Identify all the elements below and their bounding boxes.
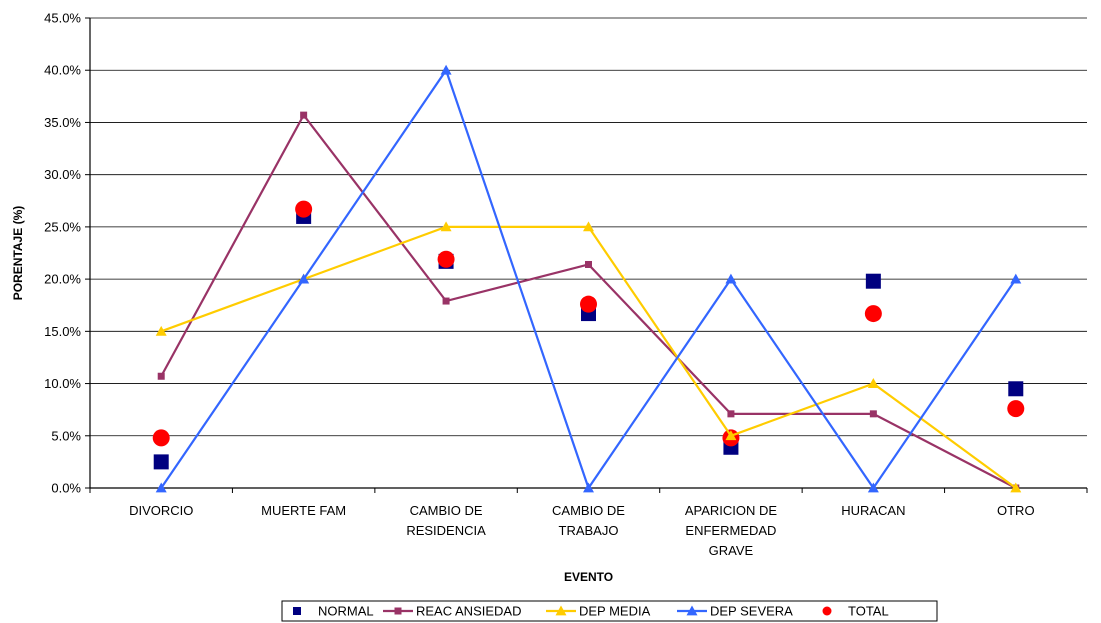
legend-swatch-marker — [394, 607, 402, 615]
x-tick-labels: DIVORCIO MUERTE FAM CAMBIO DE RESIDENCIACAM… — [129, 503, 1035, 558]
data-point-total — [1007, 400, 1025, 418]
data-point-dep-media — [155, 325, 167, 336]
legend-item-total: TOTAL — [822, 604, 889, 619]
data-point-dep-severa — [440, 64, 452, 75]
legend-swatch-marker — [555, 605, 567, 616]
y-axis-title: PORENTAJE (%) — [11, 206, 25, 300]
x-tick-label-line: ENFERMEDAD — [685, 523, 776, 538]
data-point-reac-ansiedad — [157, 372, 165, 380]
legend-item-reac-ansiedad: REAC ANSIEDAD — [383, 604, 521, 619]
data-point-dep-media — [725, 430, 737, 441]
y-tick-label: 0.0% — [51, 481, 81, 496]
x-tick-label-line: CAMBIO DE — [552, 503, 625, 518]
data-point-dep-severa — [155, 482, 167, 493]
legend-item-dep-media: DEP MEDIA — [546, 604, 651, 619]
y-tick-label: 35.0% — [44, 115, 81, 130]
legend-label: NORMAL — [318, 604, 374, 619]
data-point-normal — [865, 273, 881, 289]
x-tick-label-line: APARICION DE — [685, 503, 778, 518]
y-tick-label: 15.0% — [44, 324, 81, 339]
y-tick-label: 30.0% — [44, 167, 81, 182]
legend-label: DEP SEVERA — [710, 604, 793, 619]
x-tick-label-line: HURACAN — [841, 503, 905, 518]
series-dep-severa — [155, 64, 1022, 493]
y-tick-label: 20.0% — [44, 272, 81, 287]
y-tick-label: 5.0% — [51, 428, 81, 443]
data-point-dep-severa — [583, 482, 594, 493]
data-point-total — [437, 250, 455, 268]
data-point-dep-media — [867, 378, 879, 388]
x-tick-label: MUERTE FAM — [261, 503, 346, 518]
data-point-dep-severa — [298, 273, 310, 284]
legend-swatch-marker — [822, 606, 832, 616]
legend-item-normal: NORMAL — [293, 604, 374, 619]
data-point-total — [295, 200, 313, 218]
series-group — [152, 64, 1025, 493]
x-tick-label: HURACAN — [841, 503, 905, 518]
legend-label: REAC ANSIEDAD — [416, 604, 521, 619]
legend-label: TOTAL — [848, 604, 889, 619]
data-point-dep-media — [583, 221, 594, 232]
x-axis-title: EVENTO — [564, 570, 613, 584]
x-tick-label-line: DIVORCIO — [129, 503, 193, 518]
y-tick-label: 10.0% — [44, 376, 81, 391]
legend-swatch-square — [293, 607, 301, 615]
data-point-reac-ansiedad — [300, 111, 308, 119]
x-tick-label-line: CAMBIO DE — [410, 503, 483, 518]
x-tick-label: OTRO — [997, 503, 1035, 518]
legend-item-dep-severa: DEP SEVERA — [677, 604, 793, 619]
x-tick-label: CAMBIO DE TRABAJO — [552, 503, 625, 538]
data-point-dep-severa — [725, 273, 737, 284]
x-tick-label: DIVORCIO — [129, 503, 193, 518]
legend: NORMAL REAC ANSIEDAD DEP MEDIA DEP SEVERA TO… — [281, 600, 938, 622]
data-point-total — [580, 295, 597, 313]
gridlines — [85, 17, 1087, 489]
data-point-dep-media — [1010, 482, 1022, 493]
y-tick-label: 40.0% — [44, 63, 81, 78]
data-point-dep-media — [440, 221, 452, 232]
data-point-normal — [1008, 381, 1024, 397]
legend-box — [281, 600, 938, 622]
data-point-reac-ansiedad — [442, 297, 450, 305]
legend-swatch-circle — [822, 606, 832, 616]
x-tick-label-line: RESIDENCIA — [406, 523, 486, 538]
y-tick-labels: 0.0% 5.0% 10.0% 15.0% 20.0% 25.0% 30.0% 35.0% 40… — [44, 11, 81, 496]
legend-label: DEP MEDIA — [579, 604, 651, 619]
x-tick-label-line: MUERTE FAM — [261, 503, 346, 518]
data-point-total — [152, 429, 170, 447]
data-point-reac-ansiedad — [585, 260, 592, 268]
legend-swatch-marker — [293, 607, 301, 615]
legend-swatch-marker — [686, 605, 698, 616]
data-point-dep-severa — [867, 482, 879, 493]
x-tick-label-line: GRAVE — [709, 543, 754, 558]
y-tick-label: 25.0% — [44, 219, 81, 234]
data-point-dep-severa — [1010, 273, 1022, 284]
x-tick-label: CAMBIO DE RESIDENCIA — [406, 503, 486, 538]
data-point-total — [864, 305, 882, 323]
data-point-reac-ansiedad — [869, 410, 877, 418]
y-tick-label: 45.0% — [44, 11, 81, 26]
x-tick-label-line: OTRO — [997, 503, 1035, 518]
data-point-normal — [153, 454, 169, 470]
x-tick-label-line: TRABAJO — [559, 523, 619, 538]
x-tick-label: APARICION DE ENFERMEDAD GRAVE — [685, 503, 778, 558]
data-point-reac-ansiedad — [727, 410, 735, 418]
